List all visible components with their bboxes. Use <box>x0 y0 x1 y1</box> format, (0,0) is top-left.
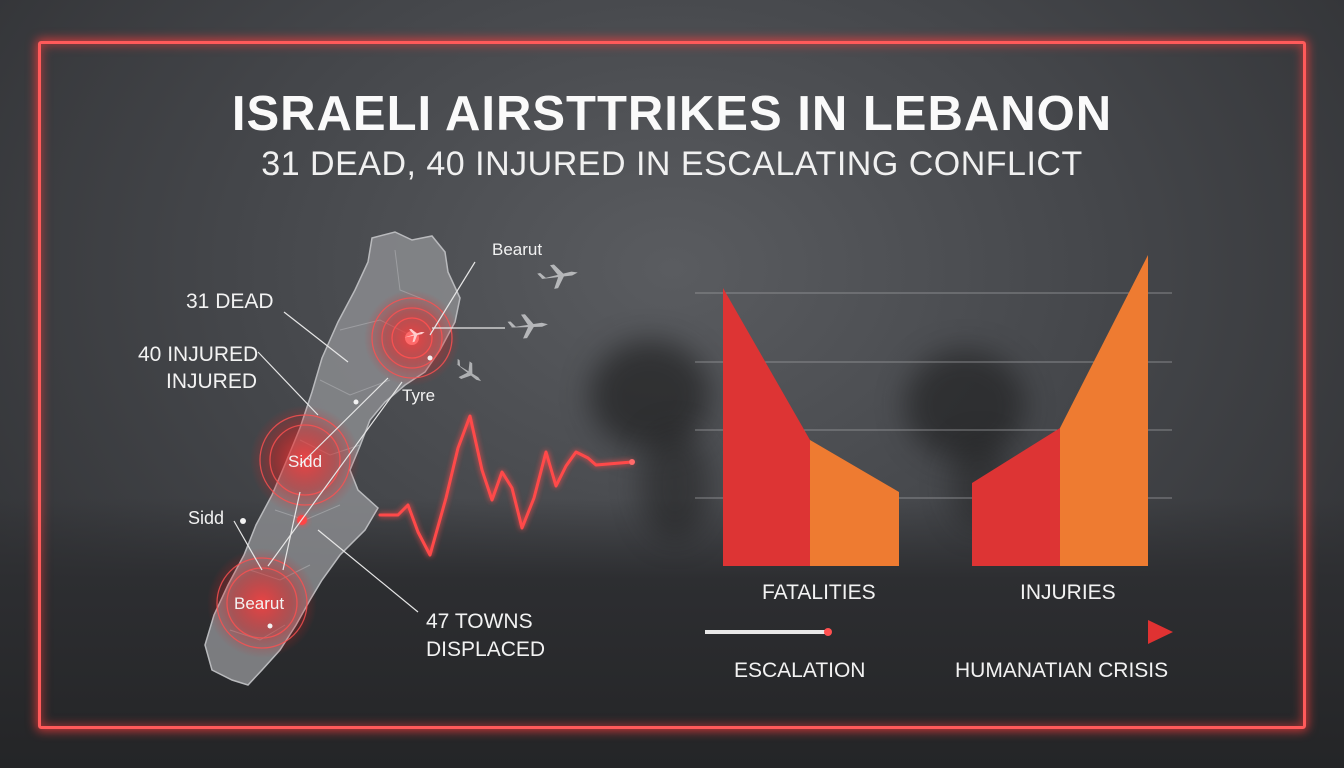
jet-icon-3 <box>456 358 482 382</box>
callout-injured-line2: INJURED <box>166 370 258 393</box>
page-title: ISRAELI AIRSTTRIKES IN LEBANON <box>231 87 1113 141</box>
injuries-orange-shape <box>1060 255 1148 566</box>
timeline-start-label: ESCALATION <box>734 659 866 682</box>
timeline-arrowhead <box>1148 620 1173 644</box>
injuries-red-shape <box>972 428 1060 566</box>
hotspot-top <box>364 290 460 386</box>
timeline-marker <box>824 628 832 636</box>
hotspot-bottom <box>207 548 317 658</box>
chart-category-injuries: INJURIES <box>1020 581 1116 604</box>
callout-dots <box>240 355 433 629</box>
neon-frame <box>38 41 1306 729</box>
fatalities-red-shape <box>723 288 810 566</box>
callout-lines <box>233 261 505 613</box>
pulse-line <box>378 414 634 557</box>
place-label-sidd-side: Sidd <box>188 508 225 528</box>
callout-dead: 31 DEAD <box>186 290 274 313</box>
smoke-plume-left <box>590 340 710 450</box>
place-label-sidd-marker: Sidd <box>288 452 323 471</box>
timeline-end-label: HUMANATIAN CRISIS <box>955 659 1169 682</box>
place-label-top-city: Bearut <box>492 240 543 259</box>
jet-icon-hotspot <box>404 328 425 343</box>
place-label-tyre: Tyre <box>402 386 436 405</box>
chart-category-fatalities: FATALITIES <box>762 581 876 604</box>
callout-injured-line1: 40 INJURED <box>138 343 259 366</box>
fatalities-orange-shape <box>810 440 899 566</box>
place-label-bottom-city: Bearut <box>234 594 285 613</box>
callout-towns-line1: 47 TOWNS <box>426 610 533 633</box>
jet-icon-2 <box>507 314 548 339</box>
page-subtitle: 31 DEAD, 40 INJURED IN ESCALATING CONFLI… <box>261 145 1083 183</box>
callout-towns-line2: DISPLACED <box>426 638 546 661</box>
smoke-plume-right <box>905 350 1025 460</box>
jet-icon-1 <box>537 264 578 289</box>
pulse-line-end <box>629 459 635 465</box>
smoke-plume-left-lower <box>640 430 710 540</box>
